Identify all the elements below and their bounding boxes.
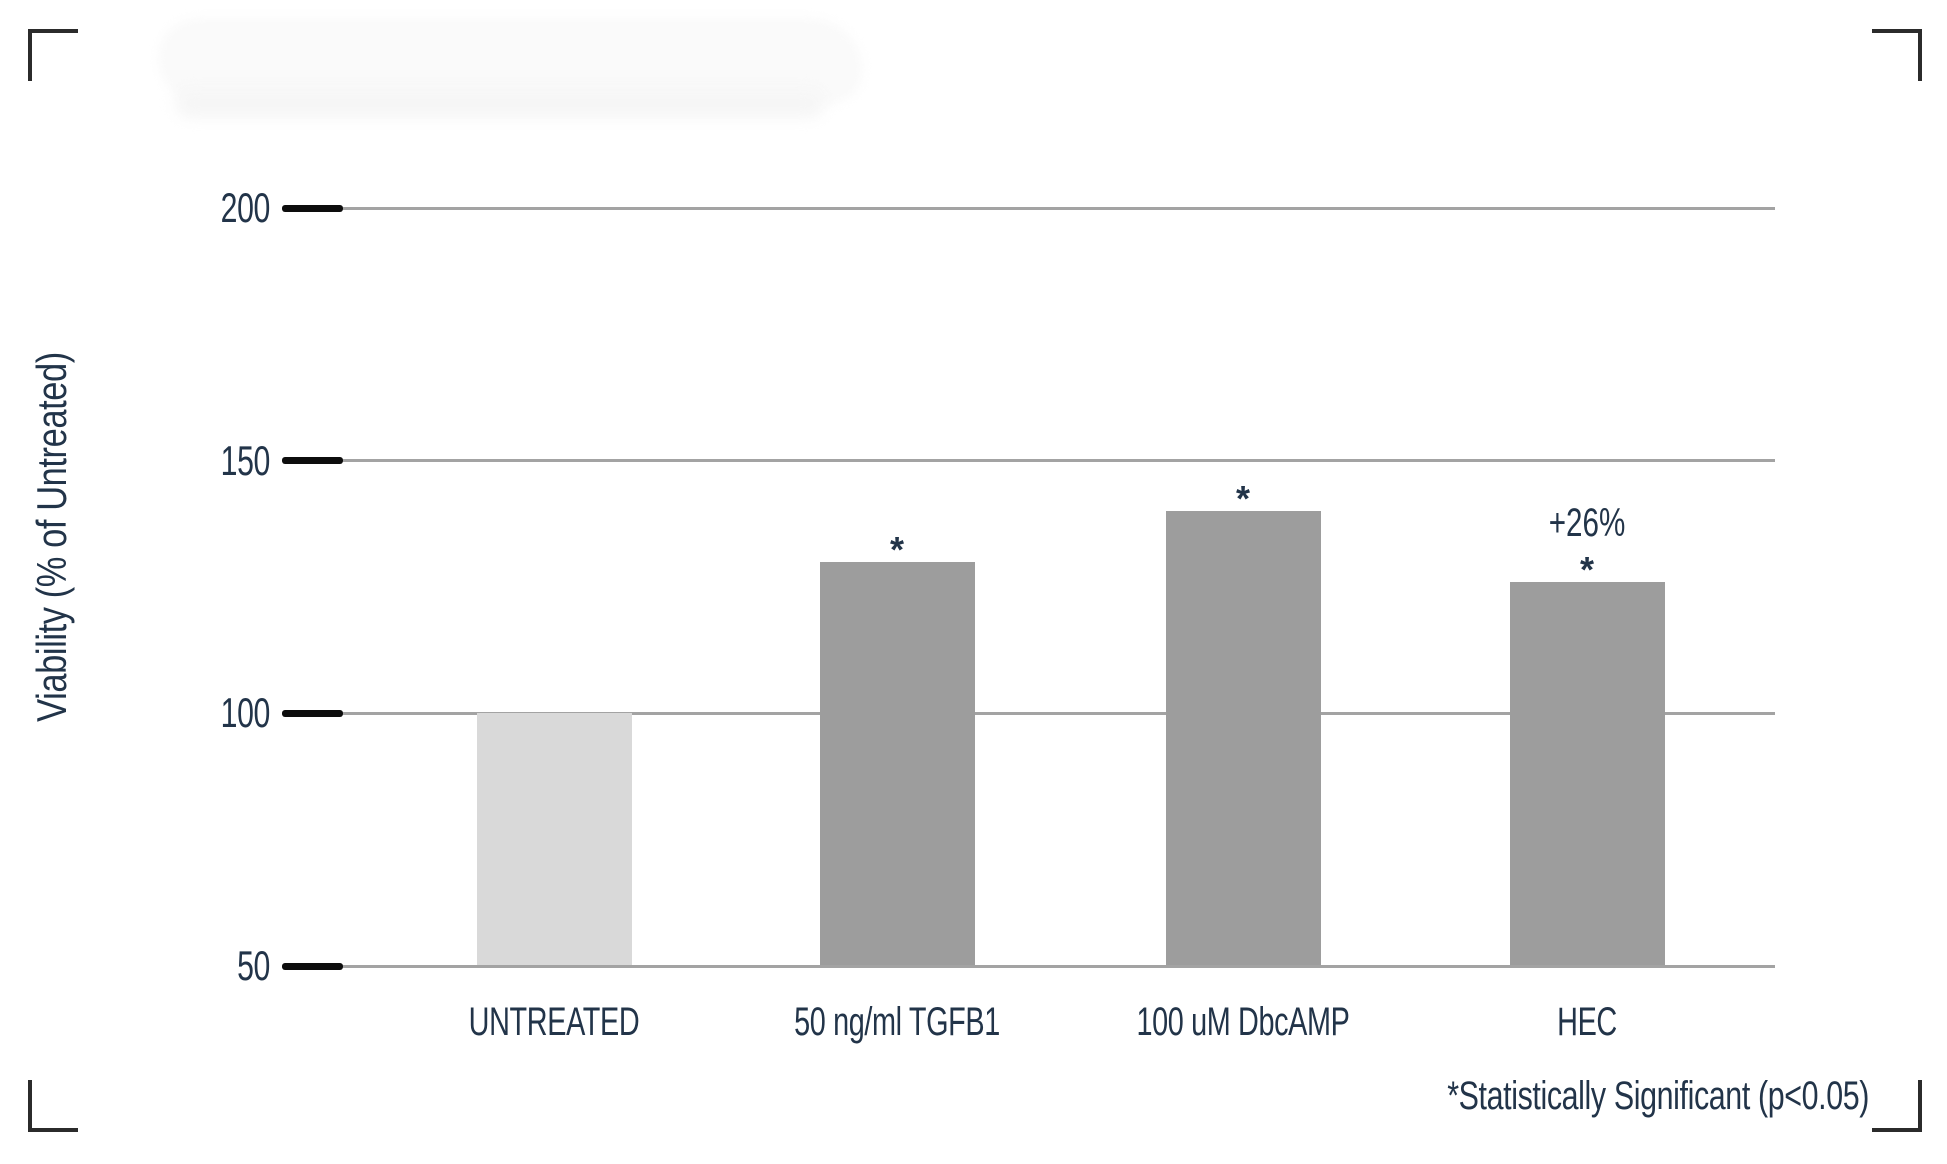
bar-50-ng-ml-tgfb1 [819,561,975,966]
bar-untreated [476,713,632,966]
y-tick-50 [282,962,343,970]
gridline-200 [343,206,1775,210]
y-tick-label-150: 150 [220,436,271,484]
bar-annotation-3: +26% [1548,500,1626,545]
crop-mark-top-left-icon [28,29,78,81]
y-tick-label-100: 100 [220,689,271,737]
gridline-150 [343,459,1775,463]
gridline-100 [343,711,1775,715]
gridline-50 [343,964,1775,968]
significance-footnote: *Statistically Significant (p<0.05) [1447,1074,1869,1118]
x-axis-label-1: 50 ng/ml TGFB1 [794,1000,1000,1044]
bar-hec [1509,581,1665,966]
y-tick-label-200: 200 [220,184,271,231]
y-tick-100 [282,709,343,717]
crop-mark-top-right-icon [1872,29,1922,81]
redacted-title-blob-lower [175,88,825,118]
crop-mark-bottom-left-icon [28,1080,78,1132]
bar-100-um-dbcamp [1165,511,1321,966]
y-tick-label-50: 50 [237,942,270,989]
significance-asterisk-2: * [1235,478,1250,520]
significance-asterisk-3: * [1579,548,1594,590]
significance-asterisk-1: * [889,528,904,570]
crop-mark-bottom-right-icon [1872,1080,1922,1132]
x-axis-label-2: 100 uM DbcAMP [1136,1000,1350,1044]
x-axis-label-3: HEC [1557,1000,1617,1044]
x-axis-label-0: UNTREATED [468,1000,640,1044]
y-tick-200 [282,204,343,212]
y-tick-150 [282,457,343,465]
